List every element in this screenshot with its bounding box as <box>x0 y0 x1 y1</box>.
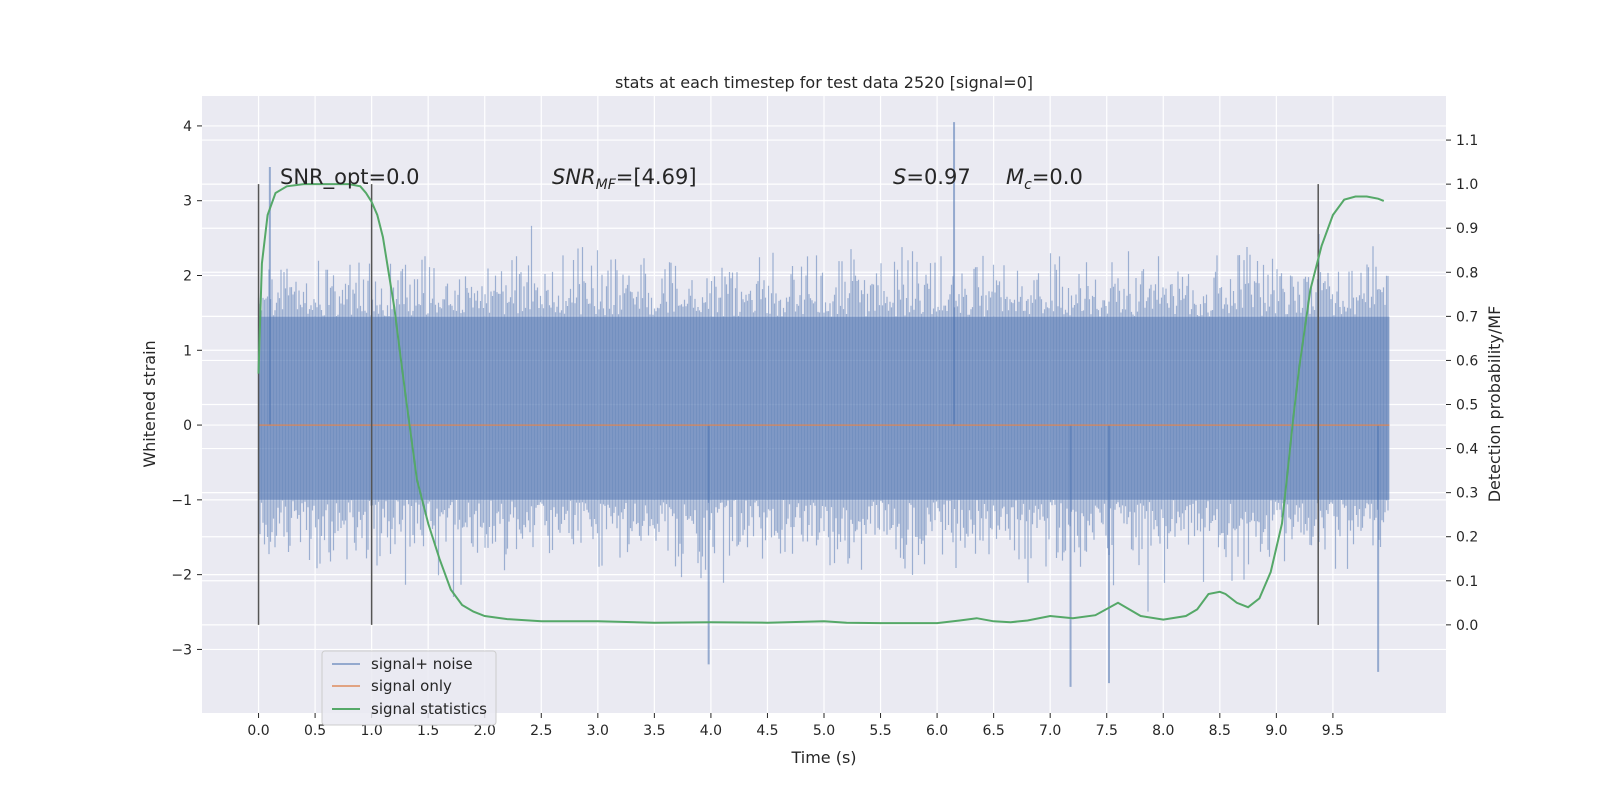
annotation-snr-mf-sub: MF <box>596 177 617 193</box>
y2-tick-label: 0.7 <box>1456 309 1478 325</box>
annotation-mc-value: =0.0 <box>1032 165 1083 189</box>
y2-tick-label: 0.6 <box>1456 353 1478 369</box>
series-signal-statistics <box>257 183 1385 625</box>
y2-tick-label: 1.1 <box>1456 133 1478 149</box>
y2-tick-label: 0.3 <box>1456 486 1478 502</box>
x-tick-label: 0.0 <box>247 723 269 739</box>
y2-tick-label: 0.8 <box>1456 265 1478 281</box>
x-tick-label: 3.5 <box>643 723 665 739</box>
x-tick-label: 3.0 <box>587 723 609 739</box>
x-axis-label: Time (s) <box>790 748 856 767</box>
x-tick-label: 6.5 <box>983 723 1005 739</box>
y2-tick-label: 0.4 <box>1456 442 1478 458</box>
y2-tick-label: 0.1 <box>1456 574 1478 590</box>
legend-box <box>321 650 497 726</box>
signal-statistics-line <box>257 183 1385 625</box>
y-tick-label: −3 <box>171 642 192 658</box>
y2-tick-label: 0.5 <box>1456 398 1478 414</box>
x-tick-label: 9.0 <box>1265 723 1287 739</box>
y-tick-label: 2 <box>183 268 192 284</box>
x-tick-label: 4.5 <box>756 723 778 739</box>
y2-tick-label: 1.0 <box>1456 177 1478 193</box>
x-tick-label: 0.5 <box>304 723 326 739</box>
annotation-s-var: S <box>893 165 906 189</box>
legend-label-signal-statistics: signal statistics <box>371 700 487 718</box>
y2-tick-label: 0.2 <box>1456 530 1478 546</box>
x-tick-label: 7.5 <box>1096 723 1118 739</box>
x-tick-label: 1.5 <box>417 723 439 739</box>
y-tick-label: 3 <box>183 194 192 210</box>
x-tick-label: 6.0 <box>926 723 948 739</box>
x-tick-label: 9.5 <box>1322 723 1344 739</box>
y-axis-label: Whitened strain <box>140 340 159 467</box>
y-tick-label: −1 <box>171 493 192 509</box>
annotation-s-value: =0.97 <box>906 165 970 189</box>
y-axis-ticks: 4 3 2 1 0 −1 −2 −3 <box>171 119 202 658</box>
legend: signal+ noise signal only signal statist… <box>321 650 497 726</box>
x-tick-label: 5.0 <box>813 723 835 739</box>
annotation-mc-var: M <box>1006 165 1024 189</box>
annotation-snr-mf-base: SNR <box>552 165 596 189</box>
annotation-mc: Mc=0.0 <box>1006 165 1083 193</box>
x-tick-label: 2.5 <box>530 723 552 739</box>
x-tick-label: 4.0 <box>700 723 722 739</box>
y-tick-label: 1 <box>183 343 192 359</box>
annotation-snr-mf: SNRMF=[4.69] <box>552 165 697 193</box>
y2-tick-label: 0.9 <box>1456 221 1478 237</box>
y2-axis-ticks: 1.1 1.0 0.9 0.8 0.7 0.6 0.5 0.4 0.3 0.2 0.1 0.0 <box>1446 133 1478 634</box>
y-tick-label: 4 <box>183 119 192 135</box>
legend-label-signal-only: signal only <box>371 677 452 695</box>
y-tick-label: −2 <box>171 568 192 584</box>
x-tick-label: 2.0 <box>474 723 496 739</box>
x-tick-label: 7.0 <box>1039 723 1061 739</box>
annotation-mc-sub: c <box>1024 177 1032 193</box>
annotation-s: S=0.97 <box>893 165 971 189</box>
y2-axis-label: Detection probability/MF <box>1485 306 1504 503</box>
legend-label-signal-noise: signal+ noise <box>371 655 473 673</box>
annotation-snr-mf-value: =[4.69] <box>616 165 697 189</box>
chart-title: stats at each timestep for test data 252… <box>615 73 1033 92</box>
x-tick-label: 5.5 <box>869 723 891 739</box>
y2-tick-label: 0.0 <box>1456 618 1478 634</box>
y-tick-label: 0 <box>183 418 192 434</box>
x-axis-ticks: 0.0 0.5 1.0 1.5 2.0 2.5 3.0 3.5 4.0 4.5 5.0 5.5 6.0 6… <box>247 713 1344 739</box>
x-tick-label: 1.0 <box>361 723 383 739</box>
x-tick-label: 8.0 <box>1152 723 1174 739</box>
annotation-snr-opt: SNR_opt=0.0 <box>280 165 420 190</box>
x-tick-label: 8.5 <box>1209 723 1231 739</box>
series-signal-noise <box>257 122 1390 687</box>
